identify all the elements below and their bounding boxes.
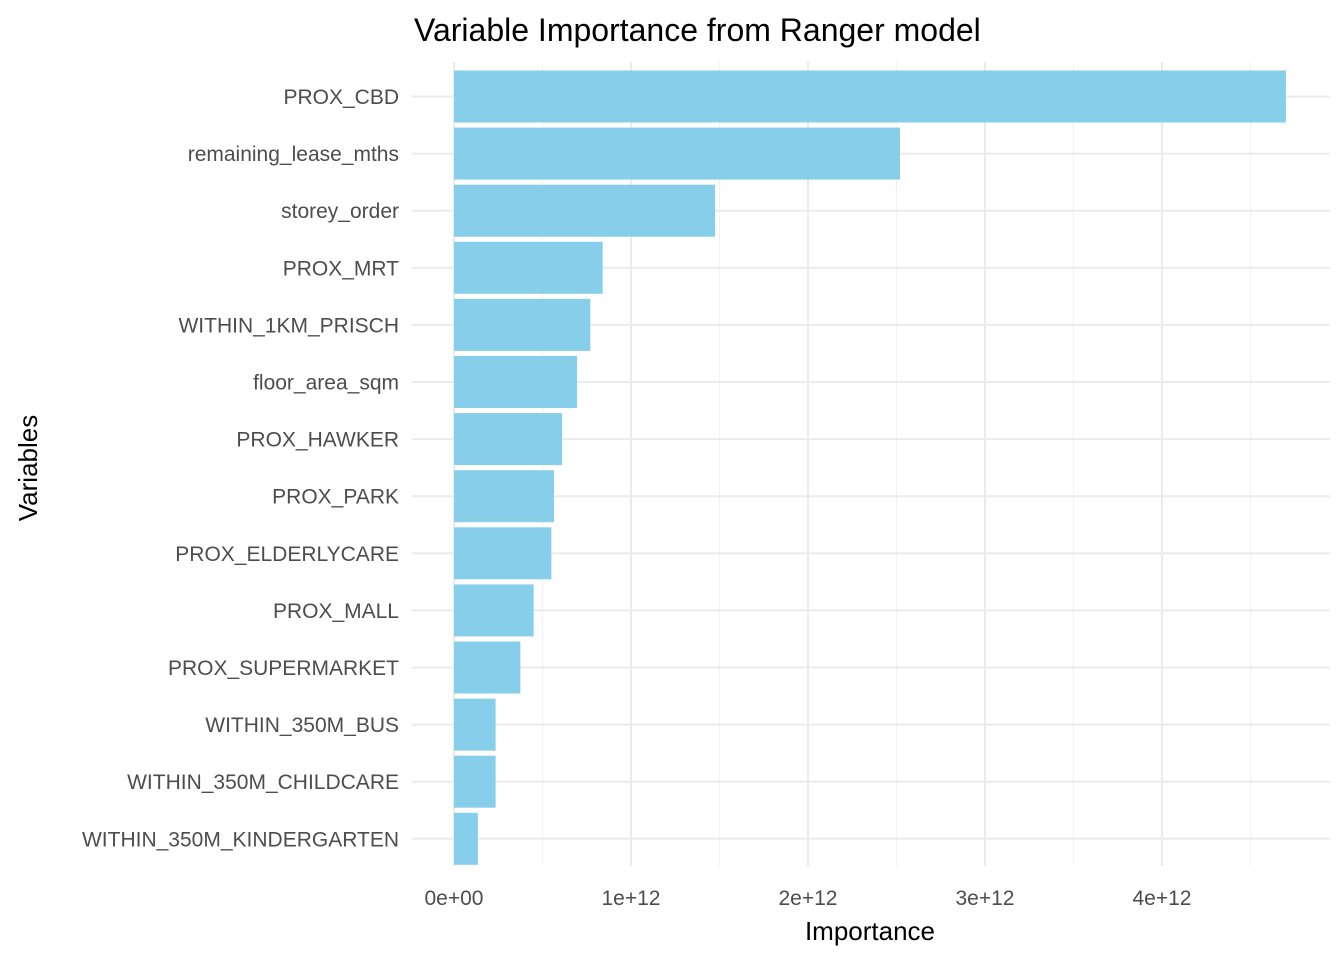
bar [454,527,552,580]
bar [454,470,555,523]
y-tick-label: PROX_MALL [273,600,399,623]
y-tick-label: remaining_lease_mths [188,143,399,166]
bar [454,755,496,808]
y-tick-label: PROX_HAWKER [236,429,399,452]
y-tick-label: PROX_PARK [272,486,399,509]
y-tick-label: PROX_ELDERLYCARE [175,543,399,566]
bar [454,70,1286,123]
bar [454,584,534,637]
x-tick-label: 2e+12 [779,887,838,910]
bar [454,812,478,865]
chart-title: Variable Importance from Ranger model [414,12,981,48]
bar [454,356,578,408]
y-tick-label: PROX_MRT [283,257,399,280]
x-tick-label: 1e+12 [602,887,661,910]
bar [454,184,716,237]
y-tick-label: storey_order [281,200,399,223]
y-tick-label: WITHIN_350M_BUS [205,714,399,737]
bar [454,641,521,694]
bar [454,698,496,751]
bar [454,413,562,466]
bar-layer [454,70,1286,865]
y-tick-label: WITHIN_1KM_PRISCH [178,314,399,337]
tick-labels: PROX_CBD remaining_lease_mths storey_order… [82,86,1192,910]
y-tick-label: WITHIN_350M_CHILDCARE [127,771,399,794]
y-axis-title: Variables [13,415,43,521]
bar [454,241,603,294]
x-axis-title: Importance [805,916,935,946]
y-tick-label: floor_area_sqm [253,372,399,395]
bar [454,127,901,180]
y-tick-label: PROX_SUPERMARKET [168,657,399,680]
y-tick-label: WITHIN_350M_KINDERGARTEN [82,828,399,851]
bar [454,298,591,351]
y-tick-label: PROX_CBD [283,86,399,109]
x-tick-label: 3e+12 [956,887,1015,910]
x-tick-label: 0e+00 [425,887,484,910]
x-tick-label: 4e+12 [1133,887,1192,910]
